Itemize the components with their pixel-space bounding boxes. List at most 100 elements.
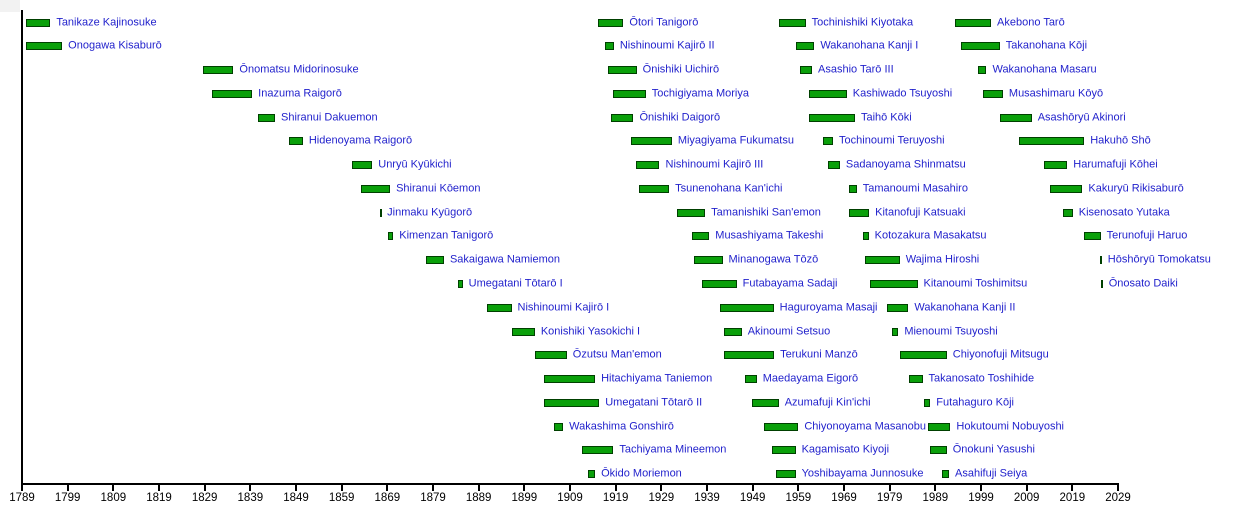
wrestler-name-label-umegatani-totaro-i[interactable]: Umegatani Tōtarō I [468, 277, 563, 290]
wrestler-name-label-chiyonoyama-masanobu[interactable]: Chiyonoyama Masanobu [804, 420, 927, 433]
wrestler-name-label-mienoumi-tsuyoshi[interactable]: Mienoumi Tsuyoshi [904, 325, 998, 338]
wrestler-name-label-yoshibayama-junnosuke[interactable]: Yoshibayama Junnosuke [801, 467, 924, 480]
wrestler-name-label-nishinoumi-kajiro-i[interactable]: Nishinoumi Kajirō I [517, 301, 610, 314]
wrestler-name-label-tochinishiki-kiyotaka[interactable]: Tochinishiki Kiyotaka [811, 16, 914, 29]
wrestler-name-label-musashimaru-koyo[interactable]: Musashimaru Kōyō [1008, 87, 1104, 100]
wrestler-name-label-wakanohana-kanji-i[interactable]: Wakanohana Kanji I [820, 39, 919, 52]
wrestler-name-label-kotozakura-masakatsu[interactable]: Kotozakura Masakatsu [874, 229, 987, 242]
wrestler-name-label-onogawa-kisaburo[interactable]: Onogawa Kisaburō [68, 39, 162, 52]
wrestler-name-label-sadanoyama-shinmatsu[interactable]: Sadanoyama Shinmatsu [845, 158, 966, 171]
timeline-bar-takanosato-toshihide [909, 375, 923, 384]
wrestler-name-label-azumafuji-kin-ichi[interactable]: Azumafuji Kin'ichi [784, 396, 871, 409]
wrestler-name-label-haguroyama-masaji[interactable]: Haguroyama Masaji [779, 301, 878, 314]
timeline-bar-kitanofuji-katsuaki [849, 208, 870, 217]
timeline-bar-jinmaku-kyugoro [379, 208, 382, 217]
wrestler-name-label-hokutoumi-nobuyoshi[interactable]: Hokutoumi Nobuyoshi [956, 420, 1065, 433]
timeline-bar-chiyonofuji-mitsugu [899, 351, 947, 360]
timeline-bar-akebono-taro [954, 18, 992, 27]
wrestler-name-label-wakashima-gonshiro[interactable]: Wakashima Gonshirō [569, 420, 674, 433]
wrestler-name-label-wajima-hiroshi[interactable]: Wajima Hiroshi [905, 253, 980, 266]
timeline-bar-musashimaru-koyo [982, 89, 1003, 98]
wrestler-name-label-kitanofuji-katsuaki[interactable]: Kitanofuji Katsuaki [875, 206, 966, 219]
wrestler-name-label-maedayama-eigoro[interactable]: Maedayama Eigorō [762, 372, 859, 385]
timeline-bar-tochinishiki-kiyotaka [779, 18, 806, 27]
x-axis-tick [295, 485, 297, 491]
wrestler-name-label-unryu-kyukichi[interactable]: Unryū Kyūkichi [378, 158, 452, 171]
wrestler-name-label-otori-tanigoro[interactable]: Ōtori Tanigorō [629, 16, 699, 29]
wrestler-name-label-tanikaze-kajinosuke[interactable]: Tanikaze Kajinosuke [56, 16, 157, 29]
wrestler-name-label-harumafuji-kohei[interactable]: Harumafuji Kōhei [1073, 158, 1158, 171]
wrestler-name-label-kagamisato-kiyoji[interactable]: Kagamisato Kiyoji [801, 443, 890, 456]
wrestler-name-label-taiho-koki[interactable]: Taihō Kōki [860, 111, 912, 124]
x-axis-tick [21, 485, 23, 491]
wrestler-name-label-onishiki-daigoro[interactable]: Ōnishiki Daigorō [639, 111, 721, 124]
x-tick-label: 2029 [1105, 492, 1131, 504]
timeline-bar-onomatsu-midorinosuke [202, 66, 234, 75]
wrestler-name-label-kakuryu-rikisaburo[interactable]: Kakuryū Rikisaburō [1088, 182, 1184, 195]
timeline-bar-tachiyama-mineemon [581, 446, 614, 455]
x-tick-label: 2009 [1013, 492, 1040, 504]
wrestler-name-label-asashio-taro-iii[interactable]: Asashio Tarō III [818, 63, 894, 76]
wrestler-name-label-hakuho-sho[interactable]: Hakuhō Shō [1090, 134, 1151, 147]
wrestler-name-label-nishinoumi-kajiro-iii[interactable]: Nishinoumi Kajirō III [665, 158, 764, 171]
wrestler-name-label-ozutsu-man-emon[interactable]: Ōzutsu Man'emon [572, 348, 662, 361]
x-axis-tick [158, 485, 160, 491]
wrestler-name-label-musashiyama-takeshi[interactable]: Musashiyama Takeshi [715, 229, 824, 242]
wrestler-name-label-tamanoumi-masahiro[interactable]: Tamanoumi Masahiro [862, 182, 968, 195]
timeline-bar-hokutoumi-nobuyoshi [928, 422, 951, 431]
wrestler-name-label-wakanohana-kanji-ii[interactable]: Wakanohana Kanji II [914, 301, 1016, 314]
timeline-bar-wajima-hiroshi [864, 256, 900, 265]
wrestler-name-label-terukuni-manzo[interactable]: Terukuni Manzō [780, 348, 858, 361]
wrestler-name-label-okido-moriemon[interactable]: Ōkido Moriemon [601, 467, 682, 480]
timeline-bar-tsunenohana-kan-ichi [639, 184, 670, 193]
wrestler-name-label-onishiki-uichiro[interactable]: Ōnishiki Uichirō [642, 63, 720, 76]
wrestler-name-label-konishiki-yasokichi-i[interactable]: Konishiki Yasokichi I [540, 325, 641, 338]
wrestler-name-label-tachiyama-mineemon[interactable]: Tachiyama Mineemon [619, 443, 727, 456]
wrestler-name-label-chiyonofuji-mitsugu[interactable]: Chiyonofuji Mitsugu [952, 348, 1049, 361]
wrestler-name-label-akinoumi-setsuo[interactable]: Akinoumi Setsuo [747, 325, 831, 338]
wrestler-name-label-minanogawa-tozo[interactable]: Minanogawa Tōzō [728, 253, 819, 266]
wrestler-name-label-onomatsu-midorinosuke[interactable]: Ōnomatsu Midorinosuke [239, 63, 359, 76]
timeline-bar-sadanoyama-shinmatsu [827, 161, 840, 170]
wrestler-name-label-kashiwado-tsuyoshi[interactable]: Kashiwado Tsuyoshi [852, 87, 953, 100]
wrestler-name-label-asahifuji-seiya[interactable]: Asahifuji Seiya [955, 467, 1028, 480]
wrestler-name-label-wakanohana-masaru[interactable]: Wakanohana Masaru [992, 63, 1097, 76]
timeline-bar-kotozakura-masakatsu [863, 232, 869, 241]
wrestler-name-label-tochigiyama-moriya[interactable]: Tochigiyama Moriya [651, 87, 749, 100]
wrestler-name-label-sakaigawa-namiemon[interactable]: Sakaigawa Namiemon [449, 253, 561, 266]
wrestler-name-label-umegatani-totaro-ii[interactable]: Umegatani Tōtarō II [605, 396, 703, 409]
timeline-bar-terukuni-manzo [724, 351, 775, 360]
wrestler-name-label-asashoryu-akinori[interactable]: Asashōryū Akinori [1037, 111, 1126, 124]
wrestler-name-label-takanohana-koji[interactable]: Takanohana Kōji [1005, 39, 1088, 52]
wrestler-name-label-futabayama-sadaji[interactable]: Futabayama Sadaji [742, 277, 838, 290]
wrestler-name-label-inazuma-raigoro[interactable]: Inazuma Raigorō [258, 87, 342, 100]
wrestler-name-label-kitanoumi-toshimitsu[interactable]: Kitanoumi Toshimitsu [923, 277, 1028, 290]
wrestler-name-label-tsunenohana-kan-ichi[interactable]: Tsunenohana Kan'ichi [675, 182, 783, 195]
wrestler-name-label-miyagiyama-fukumatsu[interactable]: Miyagiyama Fukumatsu [677, 134, 794, 147]
wrestler-name-label-kimenzan-tanigoro[interactable]: Kimenzan Tanigorō [399, 229, 494, 242]
timeline-bar-umegatani-totaro-i [458, 279, 463, 288]
wrestler-name-label-tamanishiki-san-emon[interactable]: Tamanishiki San'emon [711, 206, 821, 219]
wrestler-name-label-onokuni-yasushi[interactable]: Ōnokuni Yasushi [952, 443, 1035, 456]
x-tick-label: 1799 [54, 492, 81, 504]
wrestler-name-label-hoshoryu-tomokatsu[interactable]: Hōshōryū Tomokatsu [1107, 253, 1211, 266]
wrestler-name-label-akebono-taro[interactable]: Akebono Tarō [997, 16, 1065, 29]
x-tick-label: 1849 [283, 492, 309, 504]
wrestler-name-label-hitachiyama-taniemon[interactable]: Hitachiyama Taniemon [601, 372, 713, 385]
wrestler-name-label-shiranui-koemon[interactable]: Shiranui Kōemon [396, 182, 481, 195]
wrestler-name-label-onosato-daiki[interactable]: Ōnosato Daiki [1108, 277, 1178, 290]
wrestler-name-label-futahaguro-koji[interactable]: Futahaguro Kōji [936, 396, 1014, 409]
wrestler-name-label-shiranui-dakuemon[interactable]: Shiranui Dakuemon [280, 111, 378, 124]
x-axis-tick [888, 485, 891, 491]
timeline-bar-kimenzan-tanigoro [387, 232, 394, 241]
wrestler-name-label-tochinoumi-teruyoshi[interactable]: Tochinoumi Teruyoshi [839, 134, 945, 147]
x-tick-label: 1829 [191, 492, 218, 504]
wrestler-name-label-takanosato-toshihide[interactable]: Takanosato Toshihide [928, 372, 1035, 385]
wrestler-name-label-kisenosato-yutaka[interactable]: Kisenosato Yutaka [1078, 206, 1170, 219]
wrestler-name-label-terunofuji-haruo[interactable]: Terunofuji Haruo [1106, 229, 1188, 242]
x-tick-label: 1889 [465, 492, 492, 504]
x-axis-tick [934, 485, 937, 491]
wrestler-name-label-hidenoyama-raigoro[interactable]: Hidenoyama Raigorō [308, 134, 413, 147]
wrestler-name-label-jinmaku-kyugoro[interactable]: Jinmaku Kyūgorō [387, 206, 473, 219]
wrestler-name-label-nishinoumi-kajiro-ii[interactable]: Nishinoumi Kajirō II [619, 39, 715, 52]
